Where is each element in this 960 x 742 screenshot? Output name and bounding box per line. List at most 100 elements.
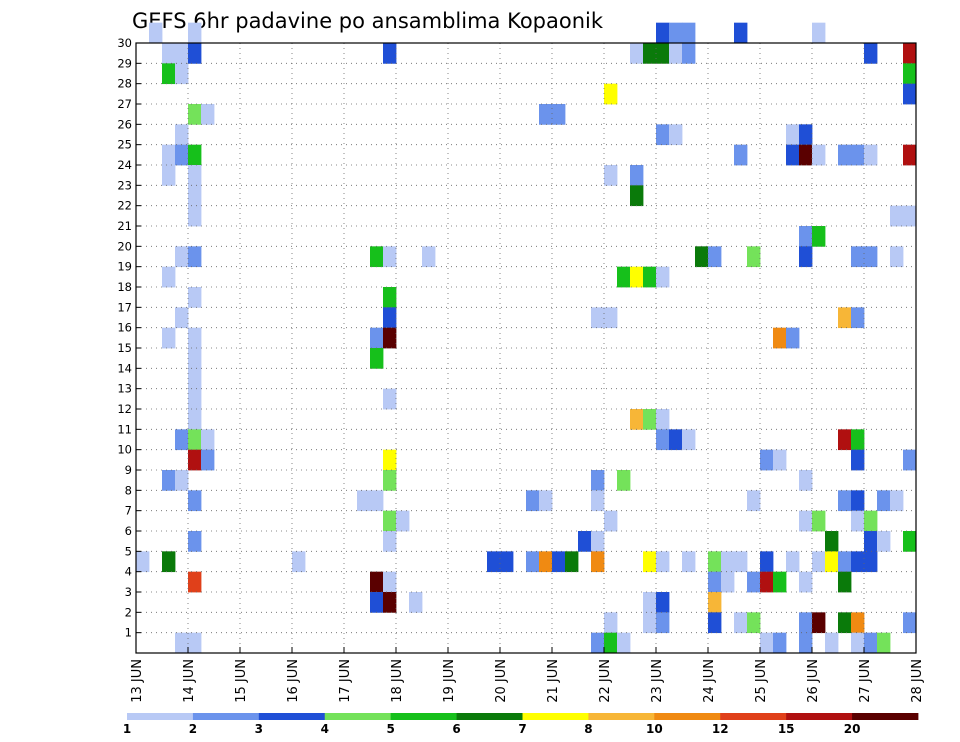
- precip-cell: [383, 571, 397, 593]
- precip-cell: [188, 490, 202, 512]
- precip-cell: [539, 551, 553, 573]
- precip-cell: [760, 571, 774, 593]
- x-tick-label: 17 JUN: [338, 659, 353, 703]
- precip-cell: [370, 592, 384, 613]
- precip-cell: [903, 63, 917, 85]
- y-tick-label: 12: [117, 402, 132, 416]
- precip-cell: [175, 124, 189, 146]
- precip-cell: [526, 490, 540, 512]
- precip-cell: [643, 43, 657, 64]
- colorbar-label: 4: [321, 722, 329, 736]
- precip-cell: [734, 612, 748, 634]
- colorbar-label: 8: [584, 722, 592, 736]
- precip-cell: [604, 632, 618, 654]
- y-axis: 1234567891011121314151617181920212223242…: [117, 36, 141, 640]
- y-tick-label: 1: [125, 626, 132, 640]
- precip-cell: [656, 429, 670, 451]
- precip-cell: [864, 246, 878, 268]
- y-tick-label: 6: [125, 524, 132, 538]
- precip-cell: [799, 632, 813, 654]
- y-tick-label: 5: [125, 544, 132, 558]
- x-tick-label: 27 JUN: [858, 659, 873, 703]
- precip-cell: [552, 104, 566, 125]
- precip-cell: [734, 22, 748, 44]
- precip-cell: [526, 551, 540, 573]
- precip-cell: [669, 22, 683, 44]
- grid-lines: [136, 43, 916, 653]
- precip-cell: [786, 327, 800, 349]
- precip-cell: [773, 571, 787, 593]
- precip-cell: [708, 592, 722, 613]
- precip-cell: [695, 246, 709, 268]
- precip-cell: [162, 470, 176, 491]
- precip-cell: [617, 266, 631, 288]
- precip-cell: [747, 246, 761, 268]
- precip-cell: [877, 632, 891, 654]
- precip-cell: [175, 429, 189, 451]
- precip-cell: [656, 409, 670, 430]
- precip-cell: [669, 124, 683, 146]
- precip-cell: [838, 144, 852, 166]
- x-tick-label: 24 JUN: [702, 659, 717, 703]
- colorbar-label: 1: [123, 722, 131, 736]
- precip-cell: [188, 449, 202, 471]
- precip-cell: [682, 22, 696, 44]
- precip-cell: [851, 246, 865, 268]
- precip-cell: [838, 429, 852, 451]
- x-tick-label: 14 JUN: [182, 659, 197, 703]
- x-tick-label: 25 JUN: [754, 659, 769, 703]
- precip-cell: [734, 144, 748, 166]
- precip-cell: [136, 551, 150, 573]
- precip-cell: [851, 429, 865, 451]
- y-tick-label: 4: [125, 565, 132, 579]
- precip-cell: [890, 246, 904, 268]
- precip-cell: [188, 409, 202, 430]
- precip-cell: [708, 612, 722, 634]
- colorbar-label: 5: [386, 722, 394, 736]
- precip-cell: [669, 43, 683, 64]
- precip-cell: [500, 551, 514, 573]
- y-tick-label: 25: [117, 138, 132, 152]
- precip-cell: [682, 551, 696, 573]
- x-tick-label: 22 JUN: [598, 659, 613, 703]
- precip-cell: [721, 571, 735, 593]
- precip-cell: [851, 449, 865, 471]
- precip-cell: [838, 490, 852, 512]
- precip-cell: [162, 63, 176, 85]
- precip-cell: [188, 104, 202, 125]
- precip-cell: [162, 327, 176, 349]
- precip-cell: [864, 551, 878, 573]
- precip-cell: [838, 307, 852, 329]
- y-tick-label: 19: [117, 260, 132, 274]
- precip-cell: [851, 632, 865, 654]
- x-tick-label: 19 JUN: [442, 659, 457, 703]
- precip-cell: [643, 551, 657, 573]
- precip-cell: [799, 510, 813, 532]
- y-tick-label: 10: [117, 443, 132, 457]
- precip-cell: [903, 449, 917, 471]
- precip-cell: [656, 43, 670, 64]
- precip-cell: [383, 307, 397, 329]
- precip-cell: [656, 124, 670, 146]
- precip-cell: [396, 510, 410, 532]
- colorbar-label: 12: [712, 722, 729, 736]
- precip-cell: [812, 612, 826, 634]
- precip-cell: [747, 571, 761, 593]
- precip-cell: [591, 632, 605, 654]
- x-axis: 13 JUN 14 JUN 15 JUN 16 JUN 17 JUN 18 JUN 19 J…: [130, 647, 925, 703]
- colorbar-label: 20: [844, 722, 861, 736]
- precip-cell: [708, 246, 722, 268]
- precip-cell: [370, 490, 384, 512]
- precip-cell: [812, 510, 826, 532]
- precip-cell: [383, 388, 397, 410]
- colorbar-swatch: [720, 713, 787, 720]
- precip-cell: [747, 612, 761, 634]
- precip-cell: [162, 165, 176, 186]
- y-tick-label: 23: [117, 178, 132, 192]
- precip-cell: [188, 348, 202, 369]
- precip-cell: [864, 144, 878, 166]
- precip-cell: [383, 327, 397, 349]
- precip-cell: [903, 83, 917, 105]
- y-tick-label: 11: [117, 422, 132, 436]
- precip-cell: [851, 307, 865, 329]
